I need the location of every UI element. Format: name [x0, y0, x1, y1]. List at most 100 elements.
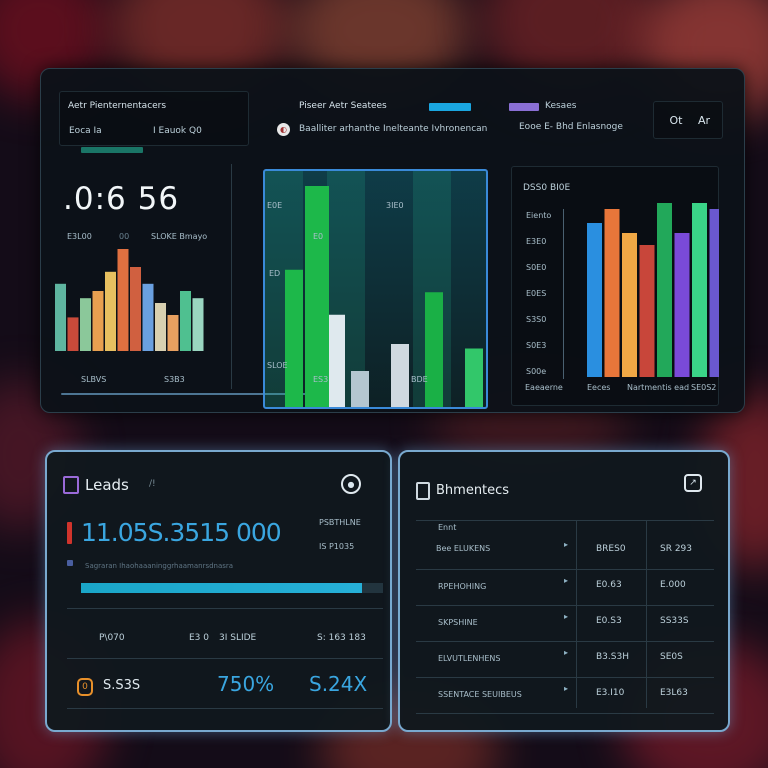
left-chart-bar — [105, 271, 116, 351]
settings-toggle-icon[interactable]: Ot — [669, 113, 683, 127]
leads-progress-fill — [81, 583, 362, 593]
breakdown-icon — [416, 482, 430, 500]
left-chart-bar — [155, 303, 166, 351]
table-row-label: SKPSHINE — [438, 618, 478, 627]
table-row-label: ELVUTLENHENS — [438, 654, 501, 663]
refresh-icon[interactable]: ● — [341, 474, 361, 494]
right-chart-bar — [692, 203, 707, 377]
table-cell-value: E3.I10 — [596, 688, 625, 698]
left-section-divider — [231, 164, 232, 389]
table-cell-value: B3.S3H — [596, 652, 629, 662]
leads-row1-c: 3I SLIDE — [219, 633, 257, 643]
right-chart-bar — [604, 209, 620, 377]
left-chart-baseline — [61, 393, 306, 395]
left-chart-bar — [142, 283, 154, 351]
leads-divider-1 — [67, 608, 383, 609]
leads-side-label-b: IS P1035 — [319, 542, 355, 551]
center-chart-bar — [327, 314, 345, 407]
center-chart-top-label-2: E0 — [313, 232, 324, 241]
row-arrow-icon: ▸ — [564, 612, 569, 621]
breakdown-title: Bhmentecs — [436, 483, 510, 498]
value-indicator-bar — [67, 522, 72, 544]
row-arrow-icon: ▸ — [564, 576, 569, 585]
leads-title-suffix: /! — [149, 479, 156, 489]
center-title-tag — [429, 103, 471, 111]
left-chart-bar — [67, 317, 79, 351]
leads-row1-a: P\070 — [99, 633, 125, 643]
caption-marker — [67, 560, 73, 566]
right-chart-xlabel-1: Eaeaerne — [525, 383, 563, 392]
table-row[interactable]: ELVUTLENHENS ▸ B3.S3H SE0S — [416, 644, 714, 678]
left-chart-bar — [180, 291, 191, 351]
left-chart-bar — [55, 283, 66, 351]
right-chart-ytick: S0E0 — [526, 263, 547, 272]
leads-row1-d: S: 163 183 — [317, 633, 366, 643]
table-row[interactable]: RPEHOHING ▸ E0.63 E.000 — [416, 572, 714, 606]
info-icon[interactable]: ◐ — [277, 123, 290, 136]
center-subtitle: Baalliter arhanthe Inelteante Ivhronenca… — [299, 124, 488, 134]
left-chart-bar — [80, 298, 91, 351]
right-chart-title: DSS0 BI0E — [523, 183, 571, 193]
leads-row1-b: E3 0 — [189, 633, 209, 643]
right-title-tag — [509, 103, 539, 111]
center-chart-bar — [391, 344, 409, 407]
center-chart-bar — [305, 186, 329, 407]
right-chart-ytick: E0ES — [526, 289, 547, 298]
header-left-box — [59, 91, 249, 146]
center-chart-bar — [425, 292, 443, 407]
leads-title: Leads — [85, 476, 129, 494]
leads-row2-a: S.S3S — [103, 678, 141, 693]
table-cell-value: E3L63 — [660, 688, 688, 698]
pointer-icon[interactable]: Ar — [697, 113, 711, 127]
table-cell-value: SE0S — [660, 652, 683, 662]
metric-label-a: E3L00 — [67, 232, 92, 241]
right-chart-bar — [639, 245, 655, 377]
table-col-divider-2 — [646, 520, 647, 708]
center-chart-bar — [465, 348, 483, 407]
leads-big-value: 11.05S.3515 000 — [81, 518, 282, 547]
metric-label-c: SLOKE Bmayo — [151, 232, 208, 241]
lock-icon: 0 — [77, 678, 93, 696]
right-chart-axis — [563, 209, 564, 379]
table-row[interactable]: SSENTACE SEUIBEUS ▸ E3.I10 E3L63 — [416, 680, 714, 714]
table-cell-value: E0.S3 — [596, 616, 622, 626]
center-bar-chart — [265, 171, 483, 407]
table-cell-value: SR 293 — [660, 544, 693, 554]
right-chart-ytick: S3S0 — [526, 315, 547, 324]
right-chart-ytick: Eiento — [526, 211, 552, 220]
table-cell-value: BRES0 — [596, 544, 626, 554]
leads-divider-2 — [67, 658, 383, 659]
header-icon-box — [653, 101, 723, 139]
center-chart-label-2: ED — [269, 269, 281, 278]
right-subtitle: Eooe E- Bhd Enlasnoge — [519, 122, 623, 132]
table-cell-value: SS33S — [660, 616, 689, 626]
center-chart-label-1: E0E — [267, 201, 283, 210]
table-cell-value: E.000 — [660, 580, 686, 590]
table-cell-value: E0.63 — [596, 580, 622, 590]
left-chart-bar — [167, 315, 179, 351]
export-icon[interactable]: ↗ — [684, 474, 702, 492]
center-chart-bar — [351, 371, 369, 407]
leads-caption: Sagraran Ihaohaaaninggrhaamanrsdnasra — [85, 562, 234, 570]
table-row-label: SSENTACE SEUIBEUS — [438, 690, 522, 699]
left-chart-xlabel-2: S3B3 — [164, 375, 185, 384]
metric-label-b: 00 — [119, 232, 130, 241]
header-sub-left-a: Eoca Ia — [69, 126, 102, 136]
center-chart-bottom-label-1: ES3 — [313, 375, 329, 384]
table-row[interactable]: Bee ELUKENS ▸ BRES0 SR 293 — [416, 536, 714, 570]
right-chart-ytick: E3E0 — [526, 237, 547, 246]
table-row[interactable]: SKPSHINE ▸ E0.S3 SS33S — [416, 608, 714, 642]
left-chart-bar — [117, 249, 129, 351]
right-chart-bar — [587, 223, 602, 377]
table-top-border — [416, 520, 714, 521]
right-bar-chart — [587, 203, 719, 377]
right-chart-bar — [657, 203, 672, 377]
right-chart-bar — [674, 233, 690, 377]
header-sub-left-b: I Eauok Q0 — [153, 126, 202, 136]
center-chart-bottom-label-2: BDE — [411, 375, 428, 384]
app-title: Aetr Pienternentacers — [68, 101, 167, 111]
right-chart-bar — [622, 233, 637, 377]
right-chart-bar — [709, 209, 719, 377]
left-bar-chart — [55, 249, 204, 351]
dashboard-panel: Aetr Pienternentacers Eoca Ia I Eauok Q0… — [40, 68, 745, 413]
